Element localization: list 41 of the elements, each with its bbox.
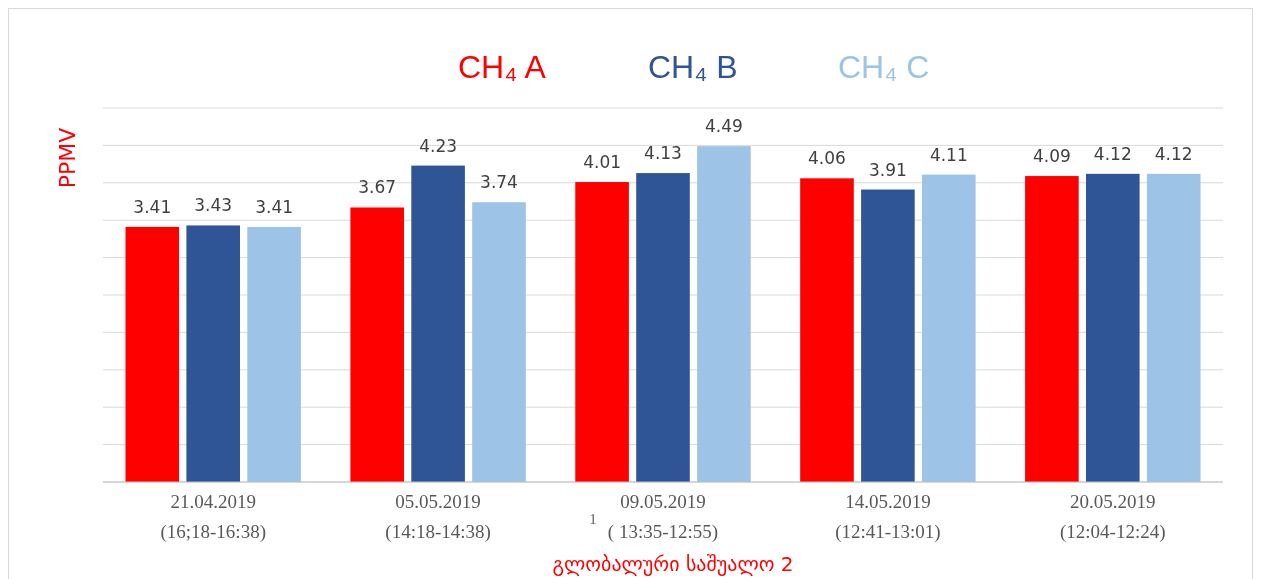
data-label: 4.13 bbox=[644, 143, 682, 164]
text: CH₄ C bbox=[838, 49, 930, 85]
x-tick-label: 14.05.2019 (12:41-13:01) bbox=[835, 491, 941, 543]
data-label: 4.12 bbox=[1093, 143, 1132, 164]
data-label: 3.74 bbox=[480, 172, 518, 193]
bar bbox=[575, 182, 629, 482]
data-label: 4.01 bbox=[583, 152, 622, 173]
data-label: 4.09 bbox=[1032, 146, 1071, 167]
x-axis-title: გლობალური საშუალო 2 bbox=[552, 552, 794, 576]
x-tick-label: 05.05.2019 (14:18-14:38) bbox=[385, 491, 491, 543]
y-axis-title: PPMV bbox=[55, 127, 80, 189]
bar bbox=[186, 225, 240, 482]
data-label: 4.06 bbox=[808, 148, 846, 169]
data-label: 4.23 bbox=[419, 135, 458, 156]
bar bbox=[125, 226, 180, 482]
text: 1 bbox=[589, 512, 597, 527]
bar bbox=[800, 178, 854, 482]
bar bbox=[697, 146, 751, 482]
bar bbox=[247, 226, 301, 482]
x-tick-label: 20.05.2019 (12:04-12:24) bbox=[1060, 491, 1166, 543]
bar bbox=[636, 173, 690, 482]
bar bbox=[922, 174, 976, 482]
text: CH₄ B bbox=[648, 49, 738, 85]
data-label: 3.41 bbox=[255, 196, 294, 217]
bar bbox=[861, 189, 915, 482]
data-label: 4.49 bbox=[704, 116, 743, 137]
bar bbox=[1146, 173, 1201, 482]
text: CH₄ A bbox=[458, 49, 547, 85]
data-label: 4.12 bbox=[1154, 143, 1193, 164]
bar bbox=[411, 165, 465, 482]
data-label: 4.11 bbox=[929, 144, 968, 165]
data-label: 3.41 bbox=[133, 196, 172, 217]
bar bbox=[1025, 176, 1079, 482]
bar bbox=[472, 202, 526, 482]
x-tick-label: 21.04.2019 (16;18-16:38) bbox=[160, 491, 266, 543]
data-label: 3.43 bbox=[194, 195, 233, 216]
x-tick-label: 09.05.2019 ( 13:35-12:55) bbox=[607, 491, 719, 543]
data-label: 3.91 bbox=[868, 159, 907, 180]
bar bbox=[1086, 173, 1140, 482]
bar bbox=[350, 207, 404, 482]
data-label: 3.67 bbox=[358, 177, 397, 198]
